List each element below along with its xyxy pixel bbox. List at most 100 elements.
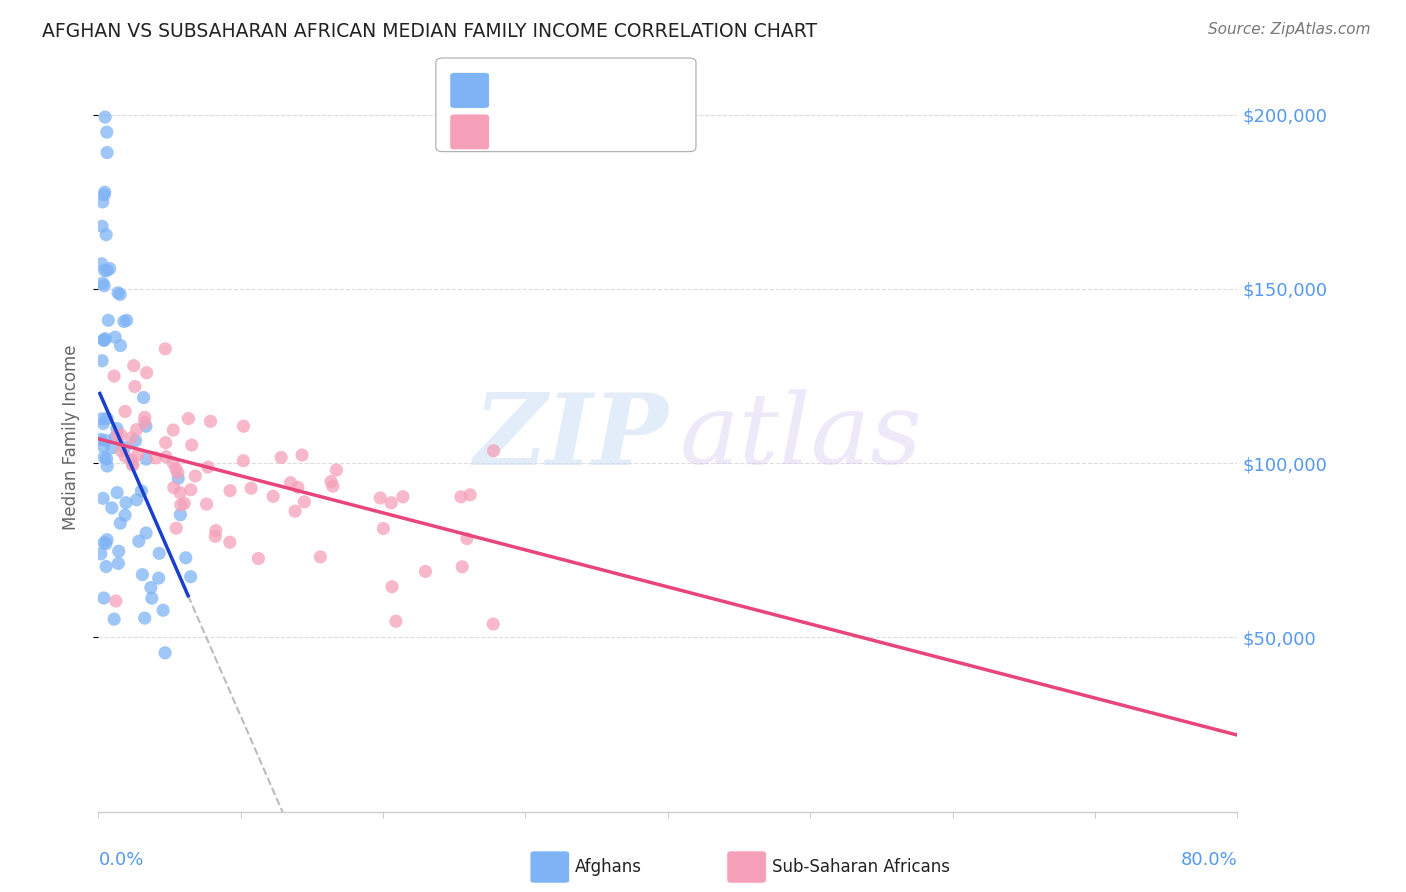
Point	[91, 194, 114, 209]
Point	[128, 534, 150, 549]
Point	[381, 580, 404, 594]
Point	[145, 450, 167, 465]
Point	[170, 498, 193, 512]
Text: R = -0.593   N = 70: R = -0.593 N = 70	[495, 123, 686, 141]
Point	[101, 441, 124, 455]
Y-axis label: Median Family Income: Median Family Income	[62, 344, 80, 530]
Point	[280, 475, 302, 490]
Point	[96, 145, 118, 160]
Point	[93, 278, 115, 293]
Point	[93, 334, 115, 348]
Point	[134, 416, 156, 430]
Point	[110, 428, 132, 442]
Point	[162, 456, 184, 470]
Text: Afghans: Afghans	[575, 858, 643, 876]
Point	[155, 435, 177, 450]
Point	[139, 581, 162, 595]
Point	[110, 516, 132, 531]
Point	[450, 490, 472, 504]
Point	[96, 125, 118, 139]
Point	[93, 591, 115, 605]
Point	[173, 496, 195, 510]
Point	[148, 546, 170, 560]
Point	[482, 617, 505, 632]
Point	[247, 551, 270, 566]
Point	[91, 353, 114, 368]
Point	[114, 404, 136, 418]
Point	[180, 569, 202, 583]
Point	[96, 227, 118, 242]
Point	[167, 471, 190, 485]
Point	[110, 338, 132, 352]
Point	[93, 187, 115, 202]
Point	[107, 285, 129, 300]
Text: Source: ZipAtlas.com: Source: ZipAtlas.com	[1208, 22, 1371, 37]
Point	[458, 488, 481, 502]
Point	[104, 430, 127, 444]
Point	[141, 591, 163, 606]
Point	[94, 186, 117, 200]
Point	[94, 559, 117, 574]
Text: AFGHAN VS SUBSAHARAN AFRICAN MEDIAN FAMILY INCOME CORRELATION CHART: AFGHAN VS SUBSAHARAN AFRICAN MEDIAN FAMI…	[42, 22, 817, 41]
Point	[103, 369, 125, 384]
Point	[114, 450, 136, 464]
Point	[165, 462, 187, 476]
Point	[163, 481, 186, 495]
Point	[121, 458, 143, 472]
Point	[107, 557, 129, 571]
Point	[93, 333, 115, 347]
Point	[148, 571, 170, 585]
Point	[108, 287, 131, 301]
Point	[169, 508, 191, 522]
Point	[232, 419, 254, 434]
Point	[162, 423, 184, 437]
Point	[325, 463, 347, 477]
Point	[373, 521, 395, 535]
Point	[180, 438, 202, 452]
Point	[121, 453, 143, 467]
Point	[232, 454, 254, 468]
Point	[114, 441, 136, 455]
Point	[91, 276, 114, 290]
Point	[184, 469, 207, 483]
Point	[284, 504, 307, 518]
Point	[94, 332, 117, 346]
Point	[180, 483, 202, 497]
Point	[134, 410, 156, 425]
Text: ZIP: ZIP	[472, 389, 668, 485]
Point	[94, 433, 117, 447]
Point	[415, 565, 437, 579]
Point	[153, 646, 176, 660]
Point	[96, 411, 118, 425]
Point	[380, 496, 402, 510]
Point	[205, 524, 228, 538]
Point	[115, 313, 138, 327]
Point	[135, 419, 157, 434]
Point	[219, 483, 242, 498]
Point	[155, 450, 177, 464]
Point	[482, 443, 505, 458]
Point	[218, 535, 240, 549]
Point	[165, 521, 187, 535]
Text: R = -0.313   N = 73: R = -0.313 N = 73	[495, 81, 686, 99]
Point	[105, 428, 128, 442]
Point	[101, 500, 124, 515]
Point	[121, 431, 143, 445]
Point	[292, 495, 315, 509]
Point	[270, 450, 292, 465]
Point	[392, 490, 415, 504]
Point	[200, 414, 222, 428]
Point	[135, 526, 157, 541]
Point	[104, 330, 127, 344]
Point	[131, 483, 153, 498]
Point	[105, 485, 128, 500]
Point	[385, 614, 408, 628]
Point	[93, 263, 115, 277]
Point	[309, 549, 332, 564]
Point	[122, 359, 145, 373]
Point	[166, 466, 188, 480]
Point	[177, 411, 200, 425]
Point	[174, 550, 197, 565]
Point	[94, 537, 117, 551]
Point	[124, 379, 146, 393]
